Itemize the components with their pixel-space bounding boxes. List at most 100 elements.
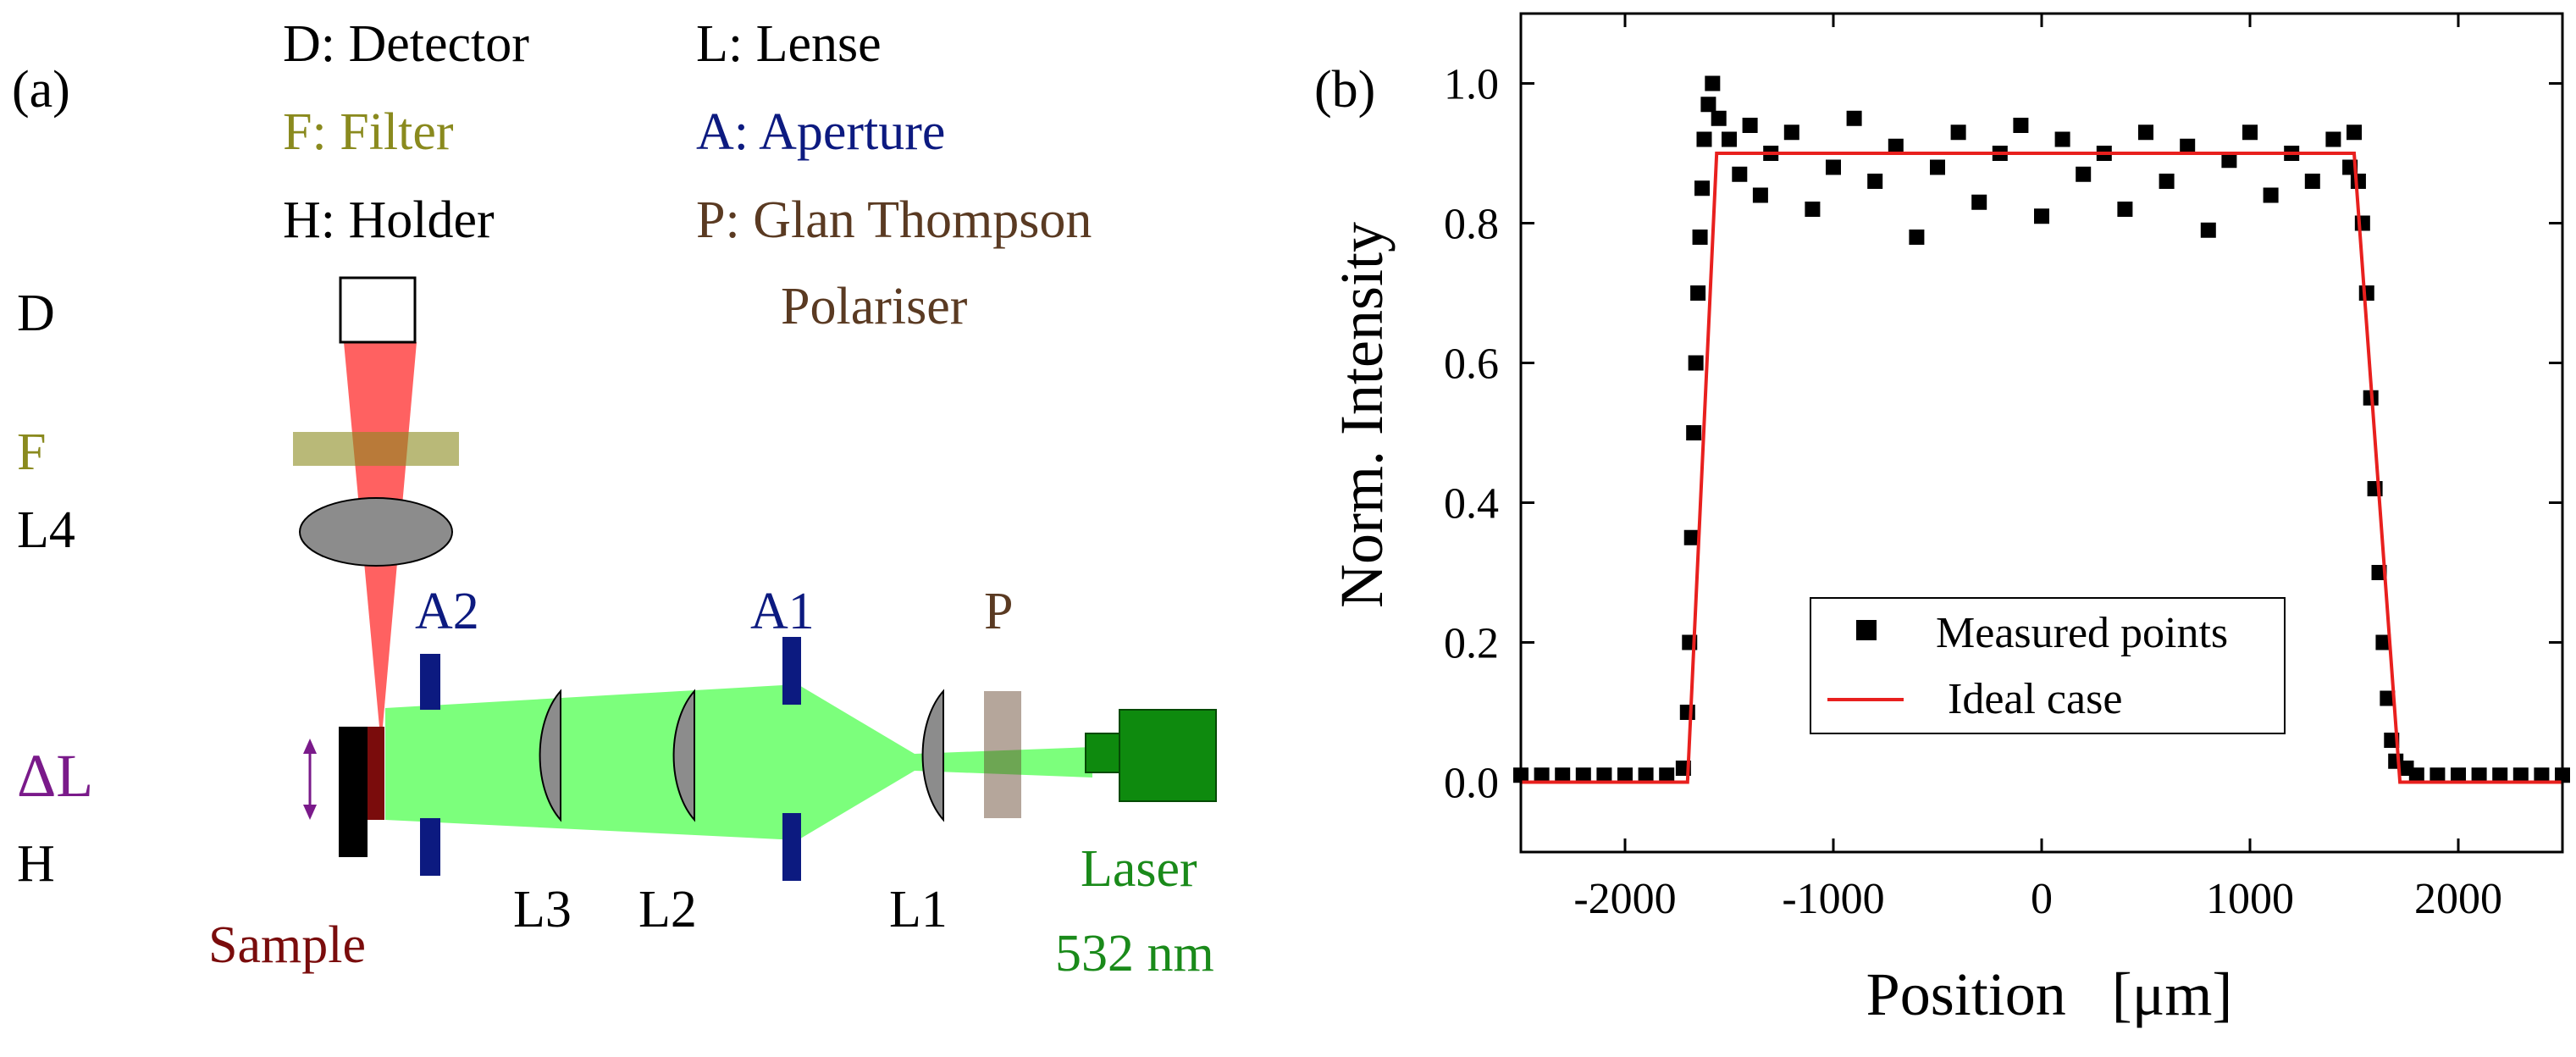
measured-point [1617,767,1633,783]
measured-point [2242,125,2258,141]
measured-point [2492,767,2508,783]
legend-measured-points: Measured points [1936,609,2228,657]
green-beam-wide [385,684,915,840]
label-delta-l: ΔL [17,742,93,810]
measured-point [1705,75,1721,91]
measured-point [1971,194,1987,210]
legend-lense: L: Lense [696,15,882,73]
measured-point [1909,230,1925,245]
legend-ideal-case: Ideal case [1948,675,2122,723]
measured-point [2200,222,2216,238]
laser-body [1119,709,1217,802]
measured-point [2221,152,2237,169]
measured-point [1732,166,1748,182]
legend-filter: F: Filter [283,103,454,161]
y-tick-label: 0.0 [1444,760,1499,808]
legend-aperture: A: Aperture [696,103,945,161]
measured-point [1888,138,1904,154]
panel-b-intensity-chart: (b) -2000 -1000 0 1000 2000 0.0 0.2 0.4 0.6 0.8 1.… [1314,12,2570,1028]
legend-holder: H: Holder [283,191,495,249]
measured-point [2180,138,2196,154]
measured-point [2358,285,2374,301]
legend-box [1810,597,2286,734]
filter-bar [293,432,459,466]
measured-point [2380,690,2396,706]
label-p: P [984,583,1013,640]
measured-point [1805,202,1821,217]
measured-point [2375,634,2391,650]
delta-l-arrowhead-down [303,805,317,820]
y-tick-label: 0.8 [1444,201,1499,249]
measured-point [2534,767,2550,783]
measured-point [1783,125,1799,141]
x-tick-label: 1000 [2206,875,2294,923]
y-tick-label: 0.4 [1444,480,1499,528]
measured-point [2159,174,2175,189]
legend-detector: D: Detector [283,15,529,73]
x-tick-label: -1000 [1782,875,1884,923]
aperture-a2-top [420,654,440,710]
measured-point [1930,159,1945,175]
measured-point [1752,187,1768,203]
measured-point [1867,174,1883,189]
measured-point [2054,131,2070,147]
label-sample: Sample [208,916,366,974]
x-tick-label: 0 [2031,875,2053,923]
legend-polariser-line1: P: Glan Thompson [696,191,1092,249]
measured-point [1742,118,1758,133]
measured-point [1846,110,1862,126]
measured-point [1688,355,1704,371]
measured-point [1638,767,1654,783]
delta-l-arrowhead-up [303,739,317,754]
measured-point [2512,767,2529,783]
label-l3: L3 [513,881,572,938]
label-h: H [17,835,55,893]
measured-point [2076,166,2092,182]
measured-point [2408,767,2424,783]
measured-point [2304,174,2320,189]
legend-polariser-line2: Polariser [781,278,968,335]
measured-point [1555,767,1571,783]
label-l2: L2 [638,881,697,938]
measured-point [1596,767,1612,783]
x-axis-label: Position [μm] [1866,960,2233,1028]
measured-point [1950,125,1966,141]
measured-point [2325,131,2341,147]
aperture-a1-top [782,637,801,705]
label-l4: L4 [17,501,75,559]
measured-point [1694,180,1711,196]
measured-point [1700,97,1716,113]
measured-point [2347,125,2362,141]
label-f: F [17,423,46,481]
panel-a-setup-diagram: (a) D: Detector F: Filter H: Holder L: L… [12,15,1217,982]
polariser [984,691,1021,818]
measured-point [2471,767,2487,783]
measured-point [1679,705,1695,720]
legend-marker-measured [1856,620,1877,640]
holder [339,727,368,857]
y-tick-label: 0.6 [1444,340,1499,389]
measured-point [2138,125,2153,141]
x-tick-label: 2000 [2414,875,2502,923]
measured-point [2430,767,2446,783]
measured-point [1534,767,1550,783]
measured-point [1683,529,1700,545]
measured-point [1690,285,1706,301]
lens-l2 [672,689,695,822]
plot-frame [1519,12,2564,854]
lens-l3 [539,689,561,822]
green-beam-narrow [915,747,1092,778]
label-d: D [17,285,55,342]
measured-point [2451,767,2466,783]
label-a2: A2 [415,583,479,640]
measured-point [2354,215,2370,231]
aperture-a1-bottom [782,813,801,881]
panel-a-label: (a) [12,61,70,119]
lens-l4 [299,497,453,567]
measured-point [2013,118,2029,133]
label-l1: L1 [889,881,948,938]
detector-box [339,276,417,344]
chart-legend: Measured points Ideal case [1810,597,2286,734]
aperture-a2-bottom [420,818,440,876]
